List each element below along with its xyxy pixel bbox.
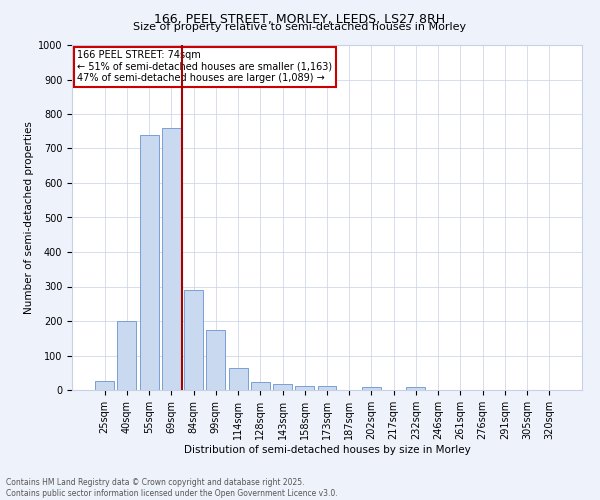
Bar [140,134,158,390]
Text: Contains HM Land Registry data © Crown copyright and database right 2025.
Contai: Contains HM Land Registry data © Crown c… [6,478,338,498]
Bar [229,368,248,390]
Bar [273,384,292,390]
Bar [362,387,381,390]
X-axis label: Distribution of semi-detached houses by size in Morley: Distribution of semi-detached houses by … [184,444,470,454]
Bar [406,387,425,390]
Bar [206,330,225,390]
Bar [118,321,136,390]
Bar [184,290,203,390]
Text: 166 PEEL STREET: 74sqm
← 51% of semi-detached houses are smaller (1,163)
47% of : 166 PEEL STREET: 74sqm ← 51% of semi-det… [77,50,332,84]
Text: Size of property relative to semi-detached houses in Morley: Size of property relative to semi-detach… [133,22,467,32]
Bar [251,382,270,390]
Bar [95,382,114,390]
Text: 166, PEEL STREET, MORLEY, LEEDS, LS27 8RH: 166, PEEL STREET, MORLEY, LEEDS, LS27 8R… [154,12,446,26]
Bar [162,128,181,390]
Bar [317,386,337,390]
Y-axis label: Number of semi-detached properties: Number of semi-detached properties [23,121,34,314]
Bar [295,386,314,390]
